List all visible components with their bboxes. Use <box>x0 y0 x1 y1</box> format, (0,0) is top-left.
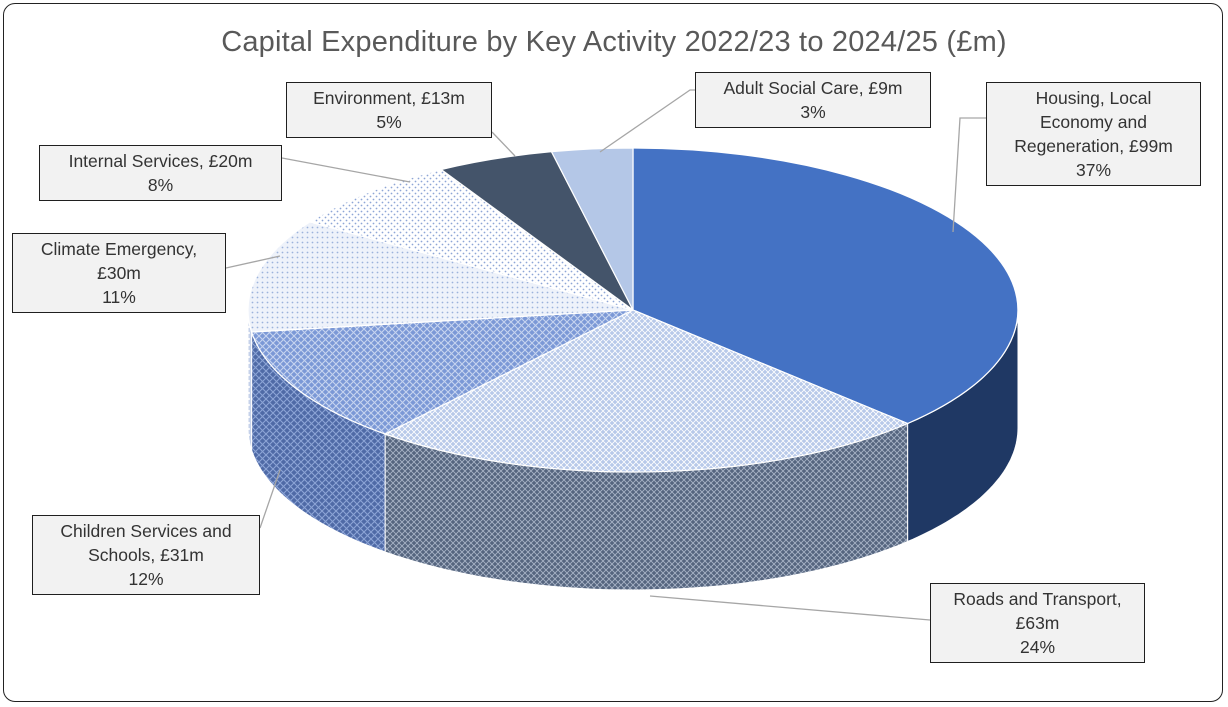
data-label-text: Environment, £13m <box>293 86 485 110</box>
data-label-internal-services: Internal Services, £20m 8% <box>39 145 282 201</box>
leader-line <box>953 118 986 232</box>
data-label-percent: 37% <box>993 158 1194 182</box>
data-label-text: £63m <box>937 611 1138 635</box>
data-label-percent: 24% <box>937 635 1138 659</box>
data-label-environment: Environment, £13m 5% <box>286 82 492 138</box>
data-label-percent: 8% <box>46 173 275 197</box>
data-label-text: Roads and Transport, <box>937 587 1138 611</box>
data-label-percent: 3% <box>702 100 924 124</box>
data-label-text: Economy and <box>993 110 1194 134</box>
data-label-percent: 12% <box>39 567 253 591</box>
data-label-climate-emergency: Climate Emergency, £30m 11% <box>12 233 226 313</box>
data-label-roads-and-transport: Roads and Transport, £63m 24% <box>930 583 1145 663</box>
data-label-housing-local-economy-and-regeneration: Housing, Local Economy and Regeneration, £… <box>986 82 1201 186</box>
leader-line <box>650 596 930 620</box>
leader-line <box>492 132 515 156</box>
leader-line <box>600 90 695 152</box>
data-label-text: Children Services and <box>39 519 253 543</box>
data-label-text: Regeneration, £99m <box>993 134 1194 158</box>
data-label-percent: 11% <box>19 285 219 309</box>
data-label-text: Internal Services, £20m <box>46 149 275 173</box>
data-label-text: Housing, Local <box>993 86 1194 110</box>
data-label-text: £30m <box>19 261 219 285</box>
data-label-children-services-and-schools: Children Services and Schools, £31m 12% <box>32 515 260 595</box>
leader-line <box>282 158 410 182</box>
data-label-text: Schools, £31m <box>39 543 253 567</box>
data-label-text: Adult Social Care, £9m <box>702 76 924 100</box>
data-label-adult-social-care: Adult Social Care, £9m 3% <box>695 72 931 128</box>
data-label-text: Climate Emergency, <box>19 237 219 261</box>
data-label-percent: 5% <box>293 110 485 134</box>
